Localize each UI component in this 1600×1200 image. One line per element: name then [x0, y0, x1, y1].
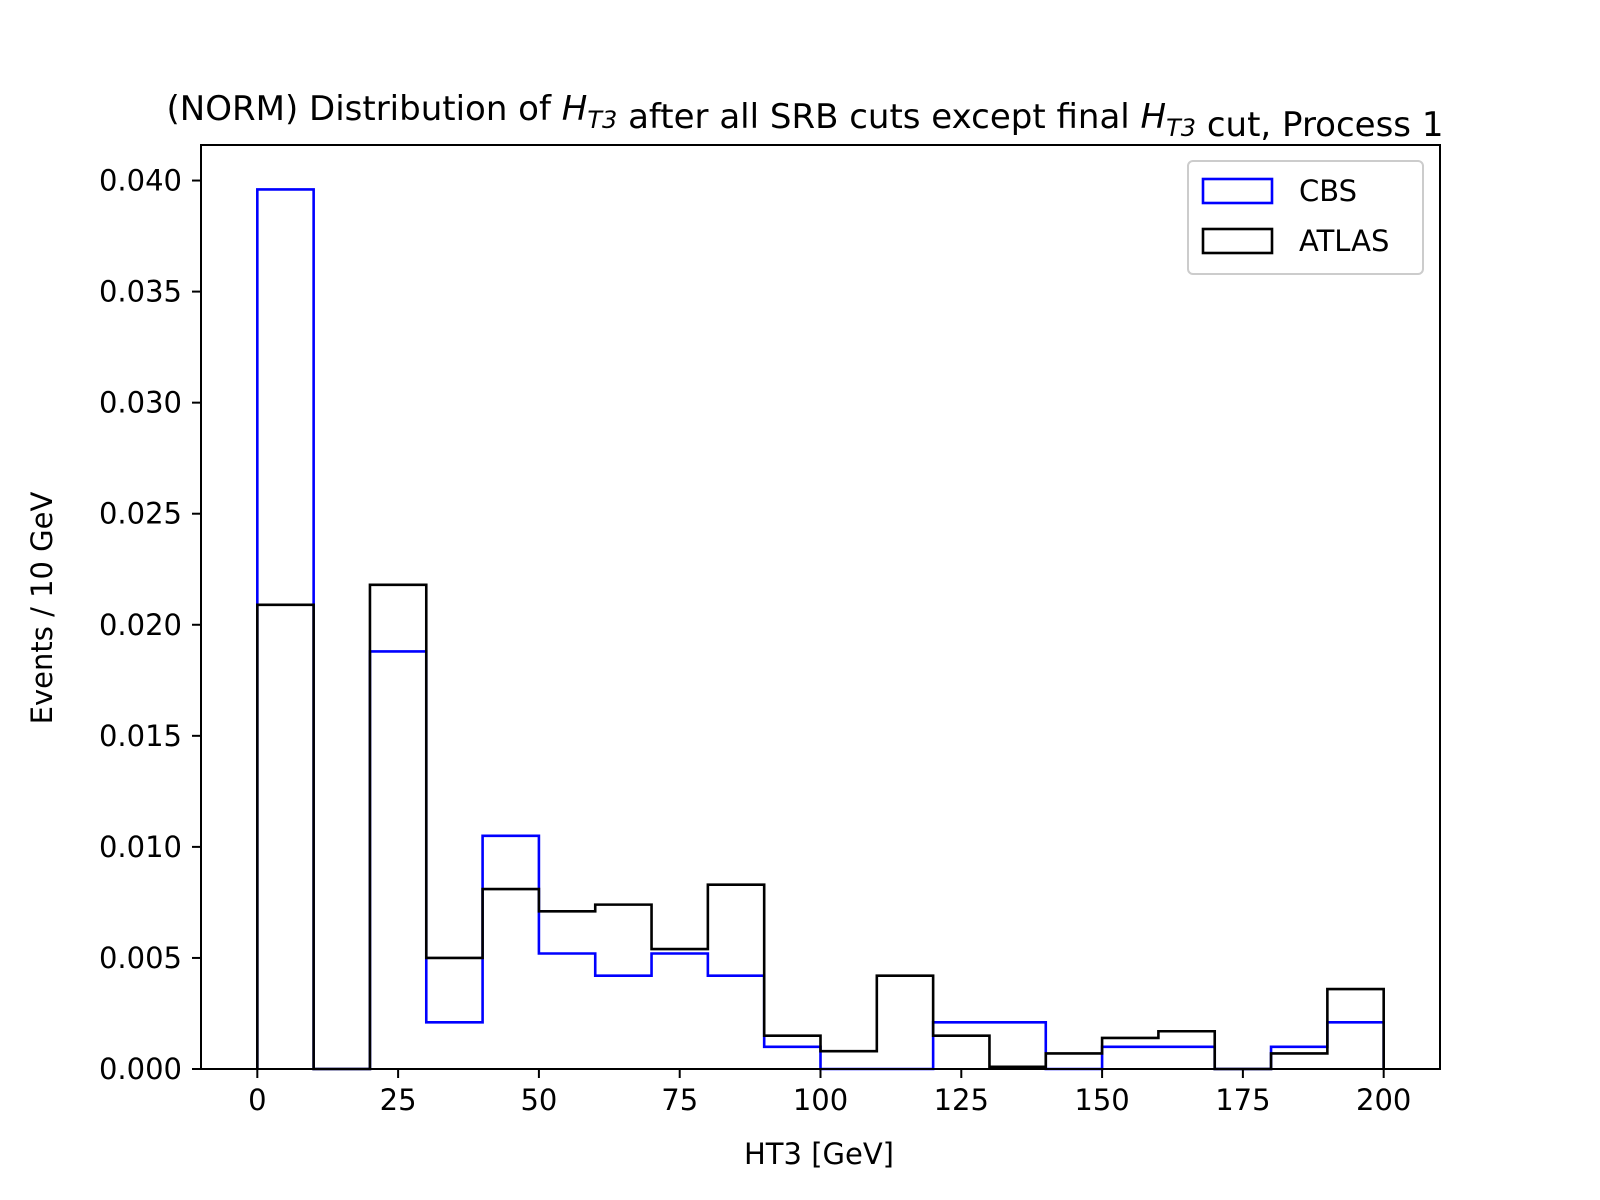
y-tick-label: 0.010 — [99, 830, 182, 864]
legend-label-atlas: ATLAS — [1299, 224, 1389, 258]
title-text-part: cut, Process 1 — [1196, 105, 1443, 145]
x-tick-label: 200 — [1356, 1083, 1411, 1117]
legend-swatch-cbs — [1201, 177, 1274, 205]
y-tick-label: 0.040 — [99, 164, 182, 198]
y-axis-ticks: 0.000 0.005 0.010 0.015 0.020 0.025 0.030 0.035… — [99, 164, 201, 1086]
title-math-subscript: T3 — [1166, 114, 1196, 142]
title-text-part: after all SRB cuts except final — [617, 97, 1140, 137]
x-tick-label: 125 — [934, 1083, 989, 1117]
x-tick-label: 100 — [793, 1083, 848, 1117]
x-tick-label: 75 — [661, 1083, 698, 1117]
legend: CBS ATLAS — [1187, 160, 1424, 275]
y-tick-label: 0.025 — [99, 497, 182, 531]
y-tick-label: 0.020 — [99, 608, 182, 642]
x-tick-label: 150 — [1074, 1083, 1129, 1117]
x-axis-label: HT3 [GeV] — [744, 1137, 894, 1171]
x-tick-label: 50 — [520, 1083, 557, 1117]
y-tick-label: 0.035 — [99, 275, 182, 309]
title-text-part: (NORM) Distribution of — [167, 89, 562, 129]
y-tick-label: 0.005 — [99, 941, 182, 975]
legend-label-cbs: CBS — [1299, 174, 1357, 208]
title-math-subscript: T3 — [587, 106, 617, 134]
y-axis-label: Events / 10 GeV — [25, 492, 59, 725]
y-tick-label: 0.000 — [99, 1052, 182, 1086]
title-math-symbol: H — [1141, 97, 1167, 137]
x-tick-label: 25 — [380, 1083, 417, 1117]
x-tick-label: 175 — [1215, 1083, 1270, 1117]
y-tick-label: 0.015 — [99, 719, 182, 753]
x-tick-label: 0 — [248, 1083, 266, 1117]
series-atlas-histogram — [256, 583, 1385, 1071]
title-math-symbol: H — [562, 89, 588, 129]
legend-swatch-atlas — [1201, 227, 1274, 255]
chart-title: (NORM) Distribution of HT3 after all SRB… — [167, 89, 1444, 145]
y-tick-label: 0.030 — [99, 386, 182, 420]
x-axis-ticks: 0 25 50 75 100 125 150 175 200 — [248, 1069, 1411, 1117]
legend-frame — [1187, 160, 1424, 275]
